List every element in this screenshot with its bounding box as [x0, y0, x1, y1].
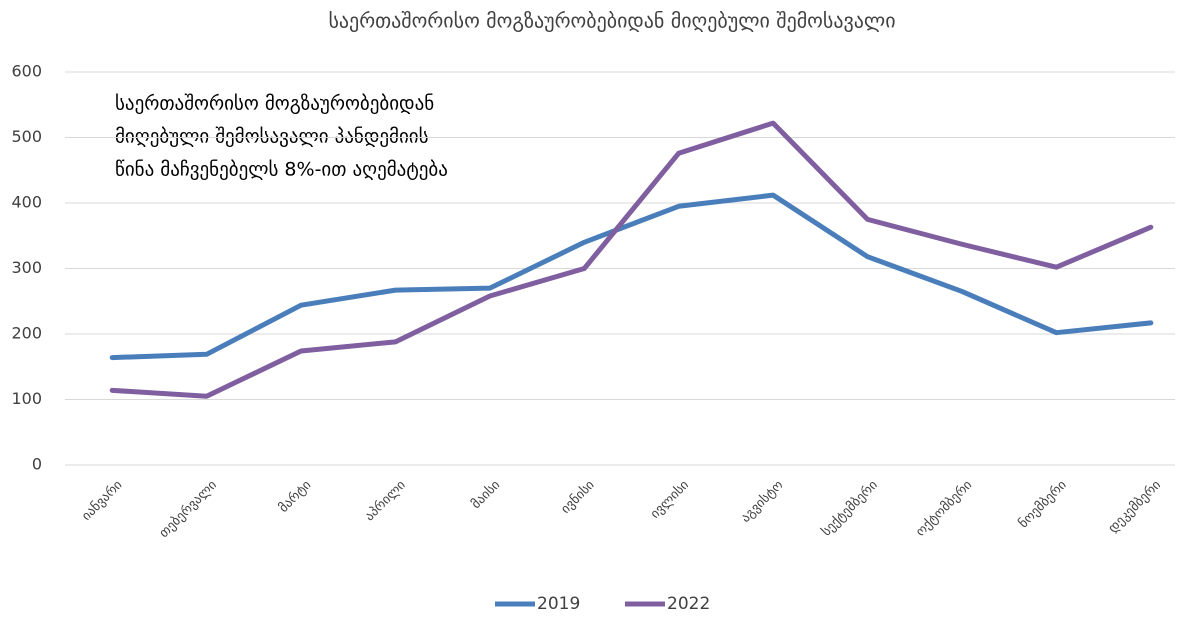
- series-line: [109, 120, 1154, 399]
- x-tick-label: სექტემბერი: [819, 478, 881, 540]
- x-tick-label: დეკემბერი: [1106, 478, 1165, 537]
- x-tick-label: აპრილი: [362, 478, 409, 525]
- y-tick-label: 200: [11, 324, 42, 343]
- annotation: წინა მაჩვენებელს 8%-ით აღემატება: [115, 159, 448, 181]
- legend-label: 2019: [537, 594, 580, 614]
- y-tick-label: 0: [32, 455, 42, 474]
- x-tick-label: მაისი: [469, 478, 504, 513]
- x-tick-label: მარტი: [276, 478, 314, 516]
- annotation: მიღებული შემოსავალი პანდემიის: [115, 126, 429, 148]
- x-tick-label: აგვისტო: [738, 478, 786, 526]
- chart-title: საერთაშორისო მოგზაურობებიდან მიღებული შე…: [328, 9, 895, 33]
- y-tick-label: 500: [11, 127, 42, 146]
- legend-label: 2022: [667, 594, 710, 614]
- series-line: [109, 192, 1154, 361]
- x-tick-label: ოქტომბერი: [913, 478, 975, 540]
- x-tick-label: ივლისი: [648, 478, 692, 522]
- x-tick-label: თებერვალი: [157, 478, 220, 541]
- y-tick-label: 600: [11, 62, 42, 81]
- x-tick-label: ნოემბერი: [1016, 478, 1070, 532]
- y-tick-label: 300: [11, 258, 42, 277]
- x-tick-label: იანვარი: [79, 478, 125, 524]
- y-tick-label: 100: [11, 389, 42, 408]
- y-tick-label: 400: [11, 193, 42, 212]
- annotation: საერთაშორისო მოგზაურობებიდან: [115, 93, 434, 115]
- x-tick-label: ივნისი: [558, 478, 597, 517]
